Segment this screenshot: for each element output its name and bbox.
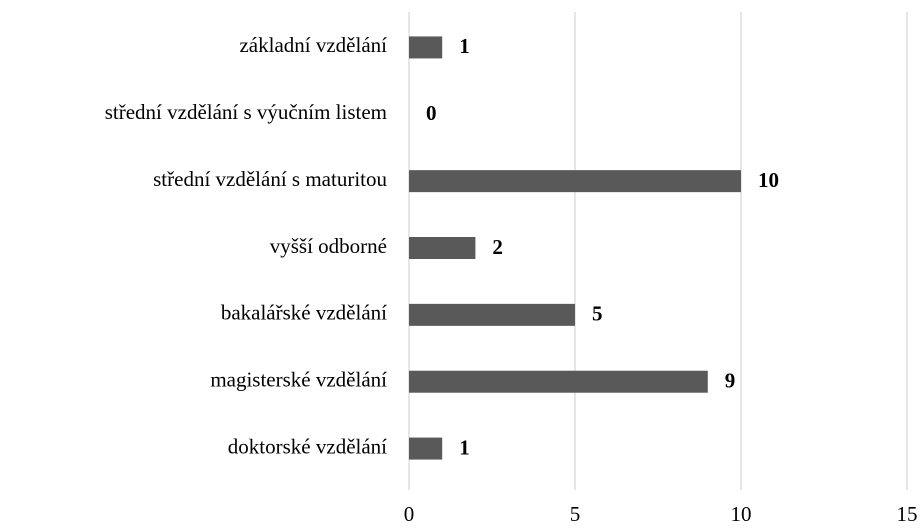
data-label: 1: [459, 34, 470, 58]
y-tick-label: magisterské vzdělání: [210, 368, 387, 392]
data-label: 0: [426, 101, 437, 125]
data-label: 2: [492, 235, 503, 259]
bar: [409, 237, 476, 259]
y-tick-label: střední vzdělání s maturitou: [153, 167, 387, 191]
data-label: 10: [758, 168, 779, 192]
x-tick-label: 5: [570, 502, 581, 526]
data-label: 1: [459, 435, 470, 459]
x-tick-label: 15: [897, 502, 918, 526]
y-tick-label: střední vzdělání s výučním listem: [105, 100, 387, 124]
bar: [409, 303, 575, 326]
bar: [409, 170, 741, 193]
data-label: 9: [725, 369, 736, 393]
y-tick-label: bakalářské vzdělání: [221, 301, 387, 325]
bar: [409, 36, 443, 59]
data-label: 5: [592, 302, 603, 326]
x-tick-label: 10: [731, 502, 752, 526]
bar: [409, 437, 443, 460]
y-tick-label: doktorské vzdělání: [228, 434, 387, 458]
bar: [409, 370, 708, 393]
x-tick-label: 0: [404, 502, 415, 526]
y-tick-label: základní vzdělání: [239, 33, 387, 57]
y-tick-label: vyšší odborné: [270, 234, 387, 258]
